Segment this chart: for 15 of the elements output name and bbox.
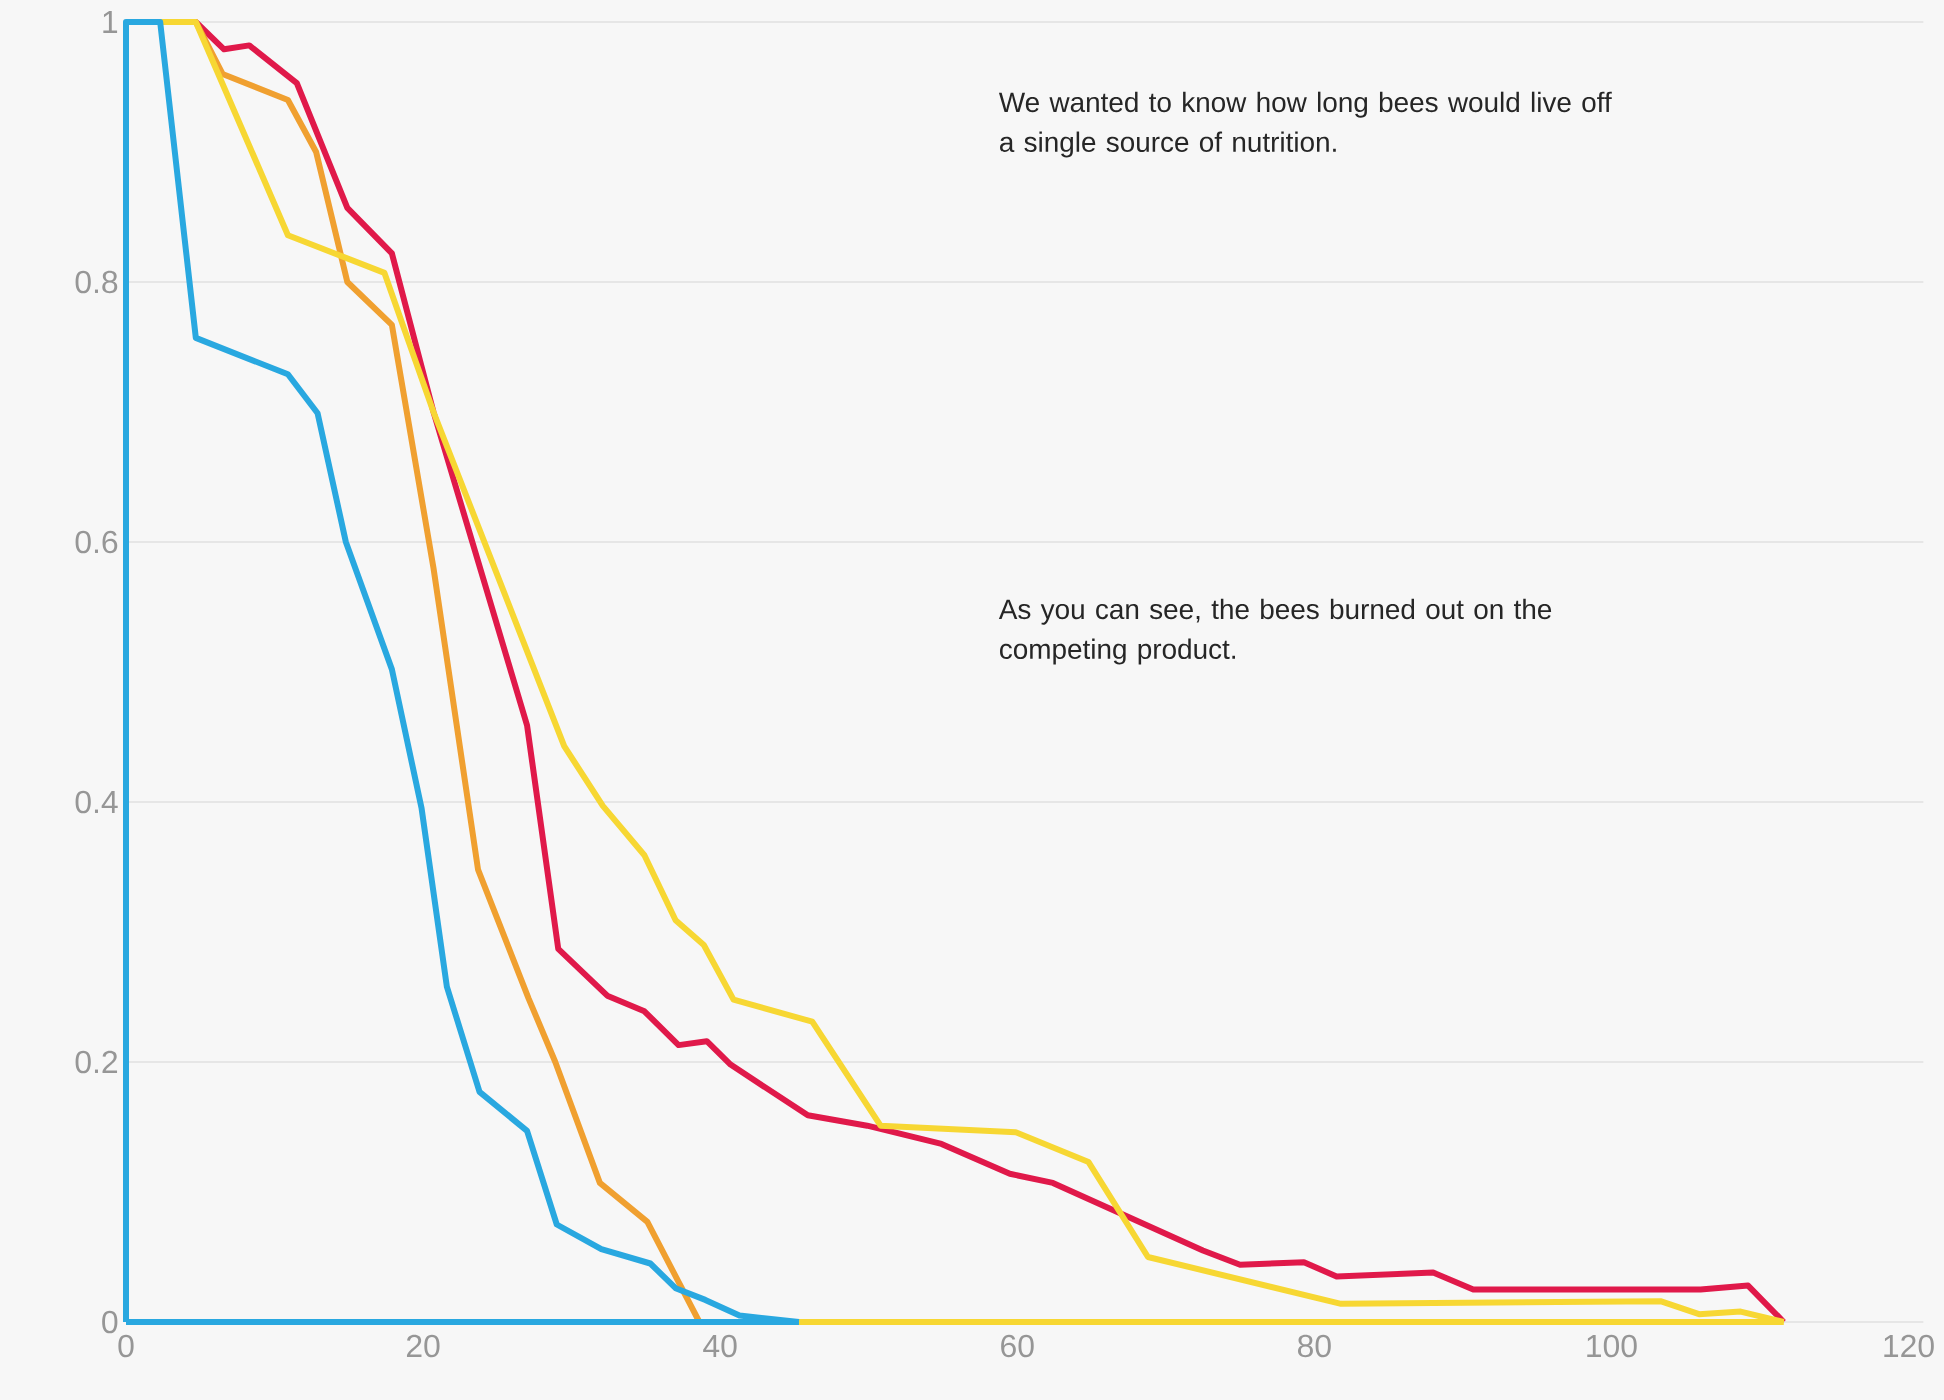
- x-tick-label: 80: [1297, 1334, 1331, 1358]
- y-tick-label: 1: [103, 11, 118, 33]
- annotation: We wanted to know how long bees would live off a single source of nutrition.: [998, 91, 1612, 158]
- y-tick-label: 0.8: [75, 270, 118, 294]
- x-tick-label: 60: [1001, 1334, 1034, 1358]
- annotation: As you can see, the bees burned out on the competing product.: [998, 598, 1552, 665]
- y-tick-label: 0: [102, 1310, 118, 1334]
- y-tick-label: 0.2: [75, 1050, 118, 1074]
- x-tick-label: 0: [118, 1334, 134, 1358]
- x-tick-label: 40: [703, 1334, 737, 1358]
- x-tick-label: 100: [1587, 1334, 1637, 1358]
- y-tick-label: 0.6: [75, 530, 118, 554]
- x-tick-label: 20: [406, 1334, 440, 1358]
- y-tick-label: 0.4: [75, 790, 118, 814]
- x-tick-label: 120: [1884, 1334, 1934, 1358]
